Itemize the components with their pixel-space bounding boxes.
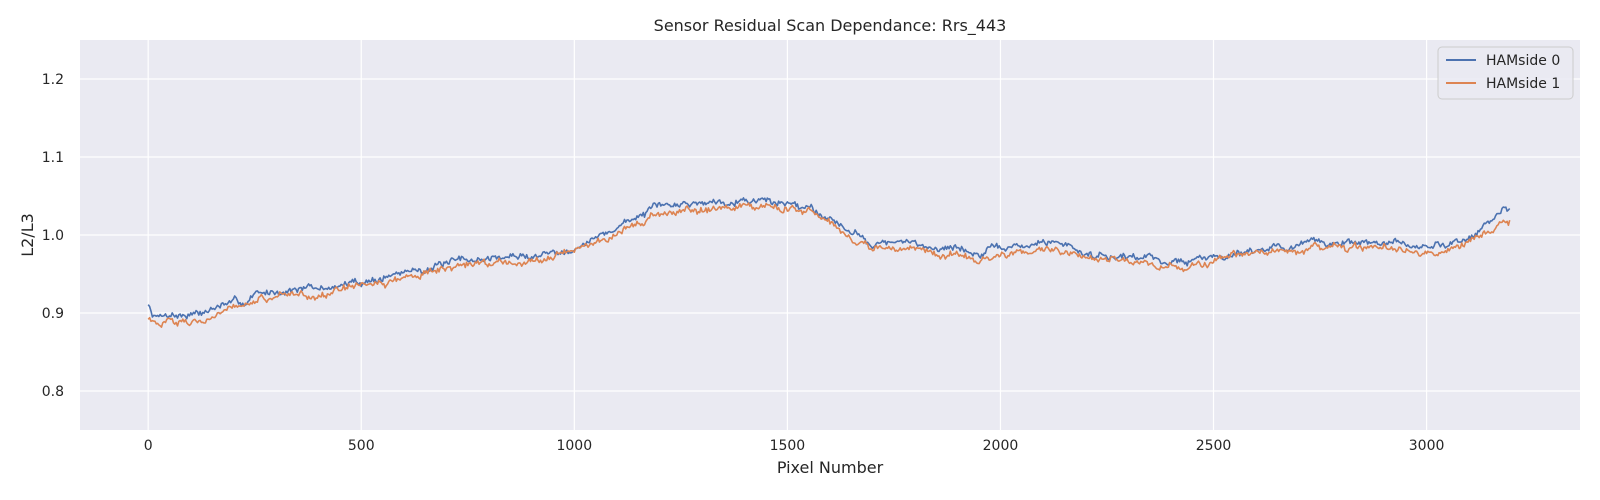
series-layer — [147, 197, 1511, 328]
y-axis-label: L2/L3 — [18, 213, 37, 257]
y-tick-label: 0.9 — [42, 306, 64, 322]
x-tick-label: 2000 — [983, 438, 1019, 454]
legend: HAMside 0 HAMside 1 — [1437, 46, 1574, 100]
x-tick-label: 1000 — [556, 438, 592, 454]
chart-title: Sensor Residual Scan Dependance: Rrs_443 — [654, 16, 1007, 36]
x-tick-label: 1500 — [770, 438, 806, 454]
y-tick-label: 1.2 — [42, 72, 64, 88]
x-tick-label: 500 — [348, 438, 375, 454]
grid — [80, 40, 1580, 430]
series-line-hamside-1 — [147, 202, 1511, 328]
legend-label-hamside-1: HAMside 1 — [1486, 76, 1560, 92]
x-axis-label: Pixel Number — [777, 458, 884, 477]
series-line-hamside-0 — [147, 197, 1511, 320]
y-tick-label: 1.1 — [42, 150, 64, 166]
y-tick-label: 0.8 — [42, 384, 64, 400]
x-tick-label: 0 — [144, 438, 153, 454]
tick-layer: 0 500 1000 1500 2000 2500 3000 0.8 0.9 1.0 1.1 1.2 — [42, 72, 1445, 454]
x-tick-label: 3000 — [1409, 438, 1445, 454]
x-tick-label: 2500 — [1196, 438, 1232, 454]
legend-label-hamside-0: HAMside 0 — [1486, 53, 1560, 69]
y-tick-label: 1.0 — [42, 228, 64, 244]
